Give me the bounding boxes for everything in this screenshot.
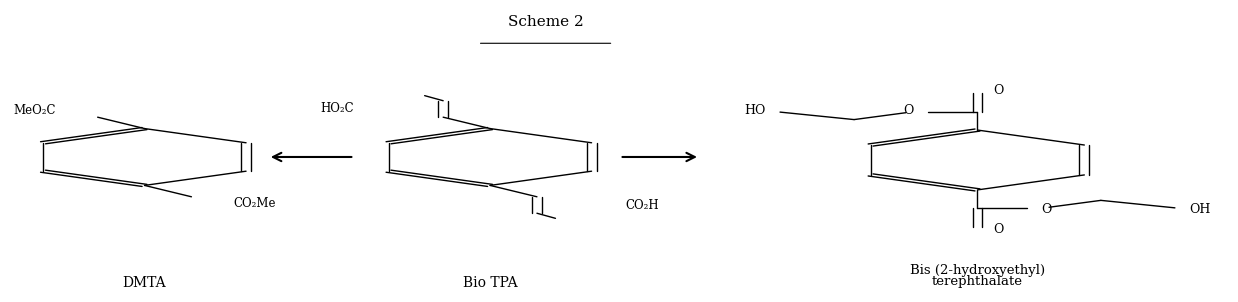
Text: Scheme 2: Scheme 2 xyxy=(508,15,583,29)
Text: O: O xyxy=(903,104,914,117)
Text: MeO₂C: MeO₂C xyxy=(14,104,56,117)
Text: HO: HO xyxy=(744,104,765,117)
Text: DMTA: DMTA xyxy=(123,276,166,290)
Text: O: O xyxy=(994,223,1004,236)
Text: CO₂Me: CO₂Me xyxy=(234,197,276,210)
Text: CO₂H: CO₂H xyxy=(625,199,660,212)
Text: OH: OH xyxy=(1190,203,1211,216)
Text: O: O xyxy=(1041,203,1052,216)
Text: HO₂C: HO₂C xyxy=(321,102,354,115)
Text: Bis (2-hydroxyethyl): Bis (2-hydroxyethyl) xyxy=(910,264,1045,277)
Text: Bio TPA: Bio TPA xyxy=(463,276,517,290)
Text: terephthalate: terephthalate xyxy=(932,275,1023,288)
Text: O: O xyxy=(994,84,1004,97)
